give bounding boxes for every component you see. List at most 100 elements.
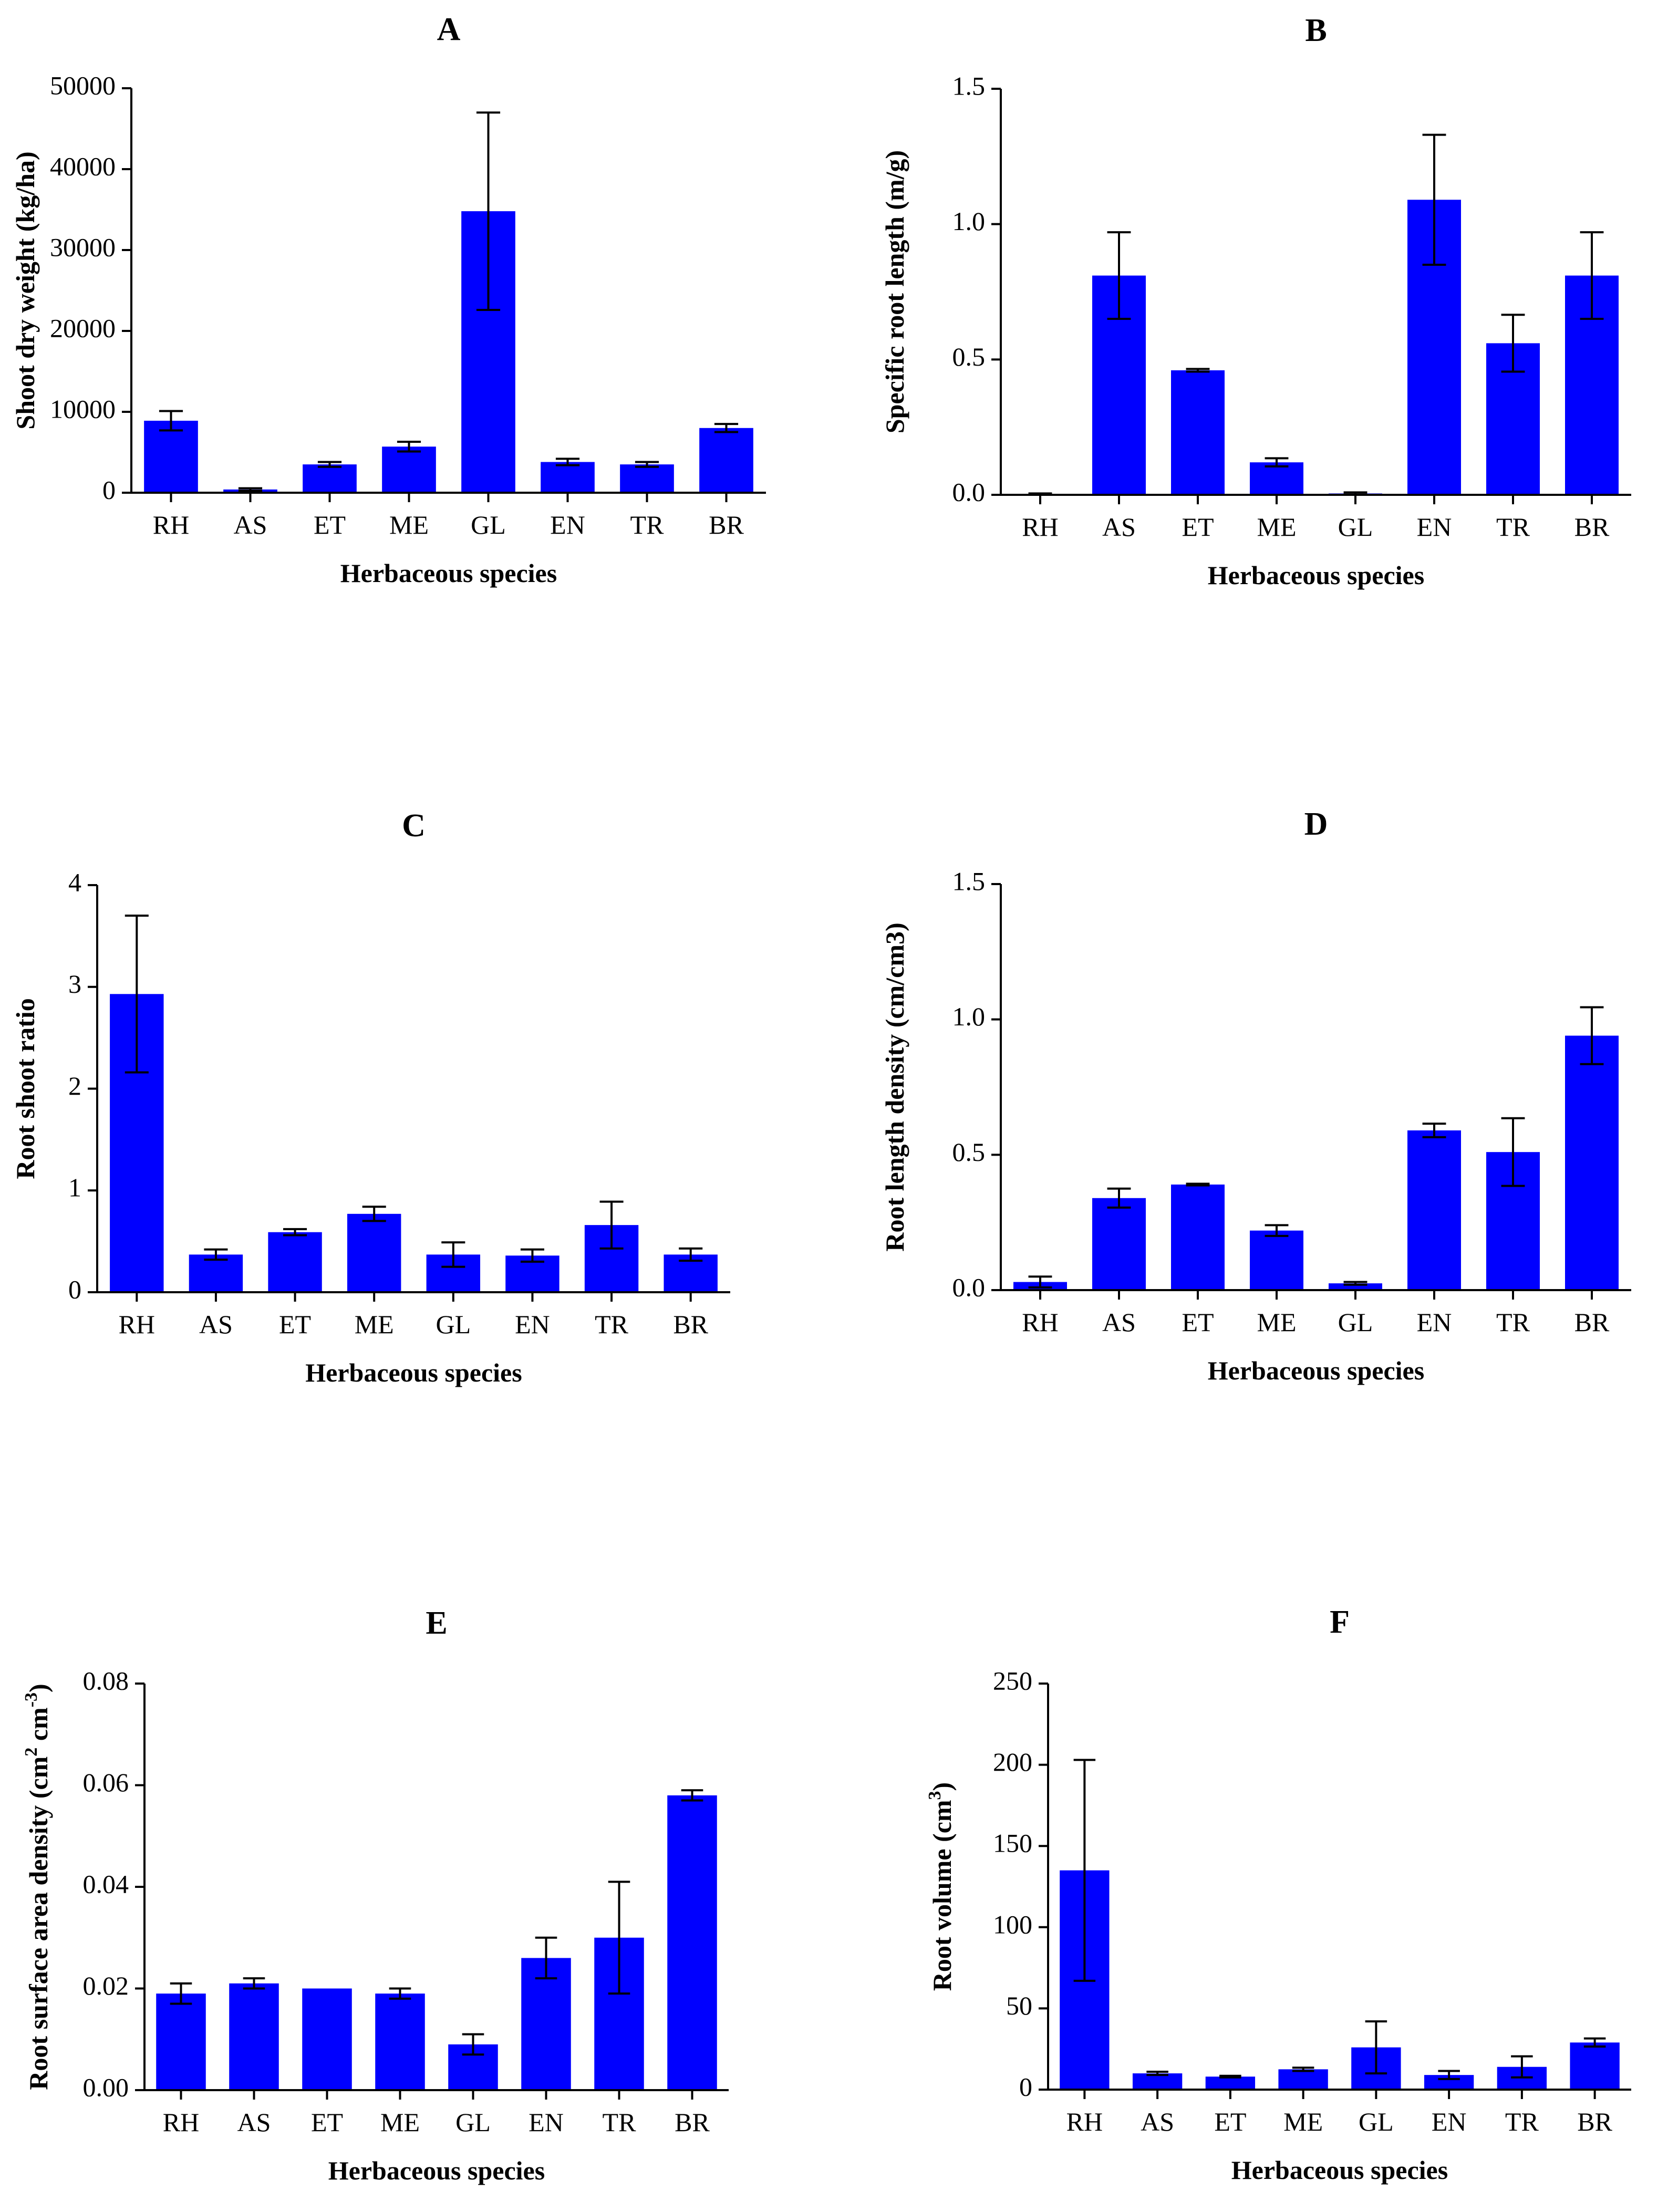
y-tick-label-f: 200	[993, 1747, 1032, 1777]
panel-a: A 0 10000 20000 30000 40000 50000 RH AS ET ME GL EN T…	[11, 12, 766, 588]
y-axis-title-b: Specific root length (m/g)	[880, 150, 909, 433]
y-tick-label-f: 0	[1019, 2072, 1032, 2101]
error-bar-e-tr	[608, 1881, 630, 1995]
y-tick-label-b: 1.5	[952, 71, 986, 100]
y-axis-title-part: )	[927, 1782, 957, 1791]
error-bar-c-as	[204, 1248, 228, 1261]
bar-a-br	[699, 428, 753, 493]
error-bar-e-en	[535, 1936, 557, 1980]
bar-e-br	[667, 1795, 717, 2090]
error-bar-c-rh	[125, 915, 149, 1074]
x-tick-label-b-et: ET	[1182, 512, 1214, 542]
x-tick-label-e-en: EN	[529, 2107, 564, 2137]
error-bar-d-rh	[1028, 1275, 1052, 1289]
error-bar-a-tr	[635, 461, 659, 468]
x-axis-title-f: Herbaceous species	[1231, 2155, 1448, 2185]
y-tick-label-e: 0.00	[83, 2072, 129, 2102]
x-tick-label-f-tr: TR	[1505, 2107, 1539, 2136]
x-tick-label-f-gl: GL	[1359, 2107, 1394, 2136]
error-bar-b-as	[1107, 231, 1131, 320]
bar-c-me	[347, 1213, 401, 1292]
x-tick-label-c-gl: GL	[436, 1310, 471, 1339]
y-tick-label-c: 3	[68, 969, 81, 999]
x-tick-label-b-me: ME	[1257, 512, 1297, 542]
bar-c-et	[268, 1232, 322, 1292]
error-bar-b-br	[1580, 231, 1604, 320]
bar-a-rh	[144, 420, 198, 493]
x-tick-label-d-me: ME	[1257, 1307, 1297, 1337]
x-tick-label-e-me: ME	[380, 2107, 420, 2137]
bar-f-br	[1570, 2042, 1620, 2090]
error-bar-c-br	[679, 1247, 703, 1262]
error-bar-f-gl	[1365, 2020, 1387, 2075]
x-tick-label-d-tr: TR	[1496, 1307, 1530, 1337]
x-tick-label-a-as: AS	[234, 510, 267, 539]
error-bar-d-gl	[1343, 1281, 1367, 1286]
error-bar-a-gl	[476, 111, 501, 311]
panel-b: B 0.0 0.5 1.0 1.5 RH AS ET ME GL EN TR BR Herbaceous …	[880, 13, 1631, 590]
bar-f-me	[1278, 2069, 1328, 2090]
x-tick-label-e-et: ET	[311, 2107, 343, 2137]
y-tick-label-e: 0.02	[83, 1971, 129, 2000]
x-tick-label-d-as: AS	[1102, 1307, 1136, 1337]
error-bar-a-br	[714, 423, 739, 433]
error-bar-d-br	[1580, 1006, 1604, 1065]
x-tick-label-a-gl: GL	[471, 510, 506, 539]
bar-a-et	[303, 464, 357, 493]
panel-f: F 0 50 100 150 200 250 RH AS ET ME GL EN TR BR Herbaceo…	[925, 1604, 1631, 2185]
x-tick-label-e-tr: TR	[603, 2107, 637, 2137]
x-tick-label-f-as: AS	[1141, 2107, 1174, 2136]
y-tick-label-e: 0.08	[83, 1666, 129, 1695]
x-tick-label-b-br: BR	[1574, 512, 1610, 542]
x-tick-label-a-br: BR	[709, 510, 744, 539]
x-tick-label-c-en: EN	[515, 1310, 550, 1339]
panel-title-d: D	[1304, 806, 1328, 842]
panel-e: E 0.00 0.02 0.04 0.06 0.08 RH AS ET ME GL EN TR BR Her…	[22, 1605, 729, 2185]
bar-d-as	[1092, 1198, 1146, 1290]
error-bar-e-gl	[462, 2033, 484, 2056]
x-tick-label-d-et: ET	[1182, 1307, 1214, 1337]
x-axis-title-e: Herbaceous species	[328, 2156, 545, 2185]
bar-e-rh	[156, 1993, 206, 2090]
panel-title-b: B	[1305, 13, 1327, 48]
y-axis-title-superscript: 2	[22, 1748, 41, 1757]
bar-d-en	[1407, 1130, 1461, 1290]
error-bar-b-me	[1265, 457, 1289, 468]
error-bar-f-me	[1292, 2066, 1314, 2072]
bar-b-me	[1250, 462, 1303, 495]
error-bar-c-tr	[599, 1200, 624, 1250]
x-tick-label-d-br: BR	[1574, 1307, 1610, 1337]
error-bar-f-as	[1146, 2070, 1168, 2076]
y-axis-title-c: Root shoot ratio	[11, 998, 40, 1179]
x-tick-label-b-gl: GL	[1338, 512, 1373, 542]
y-tick-label-f: 100	[993, 1909, 1032, 1939]
error-bar-a-me	[397, 440, 421, 453]
bar-a-me	[382, 446, 436, 493]
y-axis-title-part: cm	[24, 1707, 53, 1747]
error-bar-e-as	[243, 1977, 265, 1990]
bar-e-en	[521, 1958, 571, 2090]
x-tick-label-b-as: AS	[1102, 512, 1136, 542]
x-tick-label-f-rh: RH	[1066, 2107, 1103, 2136]
panel-title-c: C	[402, 808, 426, 844]
error-bar-a-et	[317, 461, 342, 468]
y-tick-label-c: 4	[68, 867, 81, 897]
x-tick-label-c-et: ET	[279, 1310, 311, 1339]
error-bar-a-en	[555, 458, 580, 466]
x-axis-title-c: Herbaceous species	[305, 1358, 522, 1387]
x-tick-label-f-et: ET	[1214, 2107, 1246, 2136]
y-tick-label-a: 50000	[50, 70, 116, 100]
x-axis-title-b: Herbaceous species	[1208, 560, 1424, 590]
y-tick-label-f: 50	[1006, 1991, 1032, 2020]
error-bar-d-me	[1265, 1224, 1289, 1237]
x-tick-label-c-as: AS	[199, 1310, 233, 1339]
bar-d-br	[1565, 1035, 1619, 1290]
y-tick-label-a: 40000	[50, 151, 116, 181]
error-bar-c-en	[520, 1248, 544, 1263]
error-bar-f-br	[1583, 2037, 1606, 2048]
x-tick-label-f-br: BR	[1577, 2107, 1612, 2136]
x-tick-label-c-tr: TR	[595, 1310, 629, 1339]
error-bar-c-me	[362, 1206, 386, 1222]
